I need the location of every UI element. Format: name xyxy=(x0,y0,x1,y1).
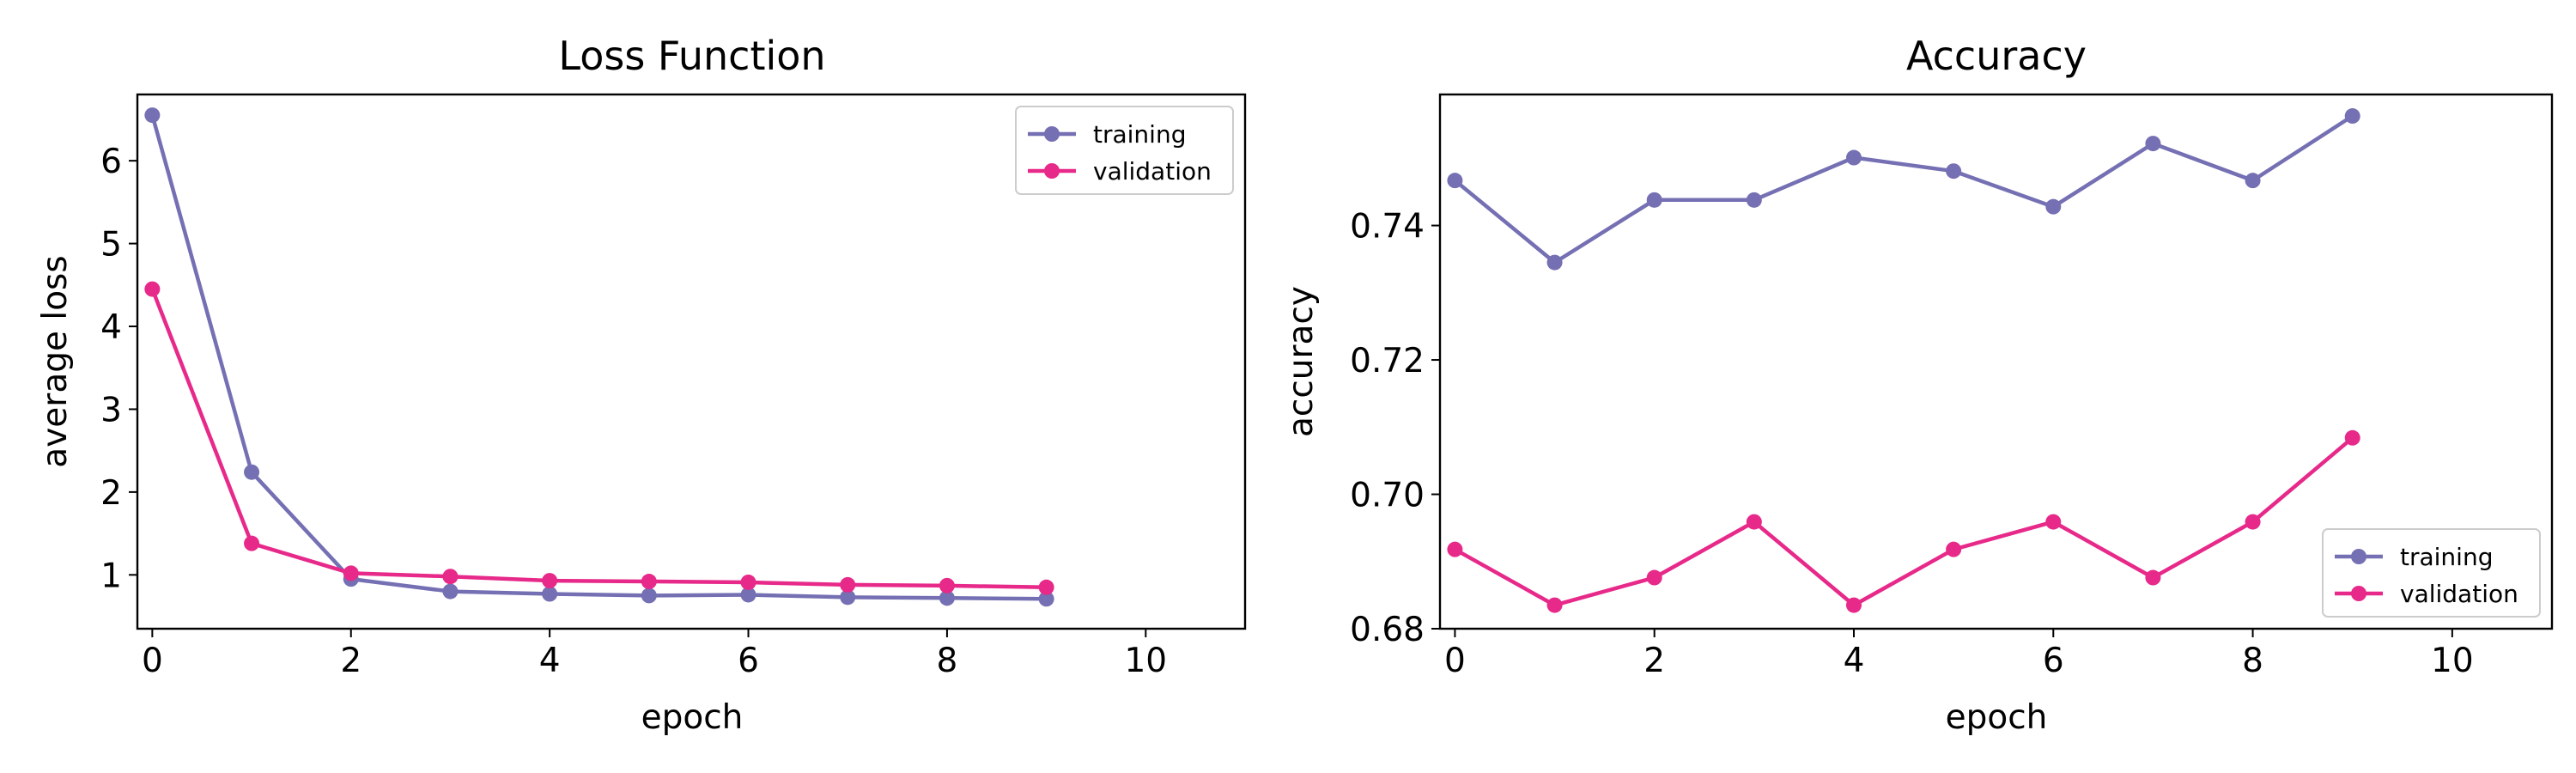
data-point-training xyxy=(939,590,955,606)
y-tick-label: 0.74 xyxy=(1350,208,1425,247)
y-tick-label: 2 xyxy=(100,474,122,513)
data-point-validation xyxy=(2045,514,2062,530)
data-point-training xyxy=(1946,163,1962,180)
x-tick-label: 2 xyxy=(340,642,361,680)
x-tick-label: 10 xyxy=(2431,642,2474,680)
y-tick-label: 0.68 xyxy=(1350,611,1425,649)
x-tick-label: 2 xyxy=(1643,642,1665,680)
legend-label: validation xyxy=(2400,580,2518,608)
y-axis-label: accuracy xyxy=(1282,286,1321,437)
data-point-validation xyxy=(442,569,459,585)
data-point-validation xyxy=(1447,541,1463,557)
accuracy-chart: Accuracy epoch accuracy 0 2 4 6 8 100.680.700… xyxy=(1282,33,2554,737)
x-tick-label: 0 xyxy=(1444,642,1466,680)
data-point-validation xyxy=(1845,597,1862,613)
legend-label: training xyxy=(2400,543,2493,571)
data-point-validation xyxy=(1038,579,1054,595)
y-tick-label: 4 xyxy=(100,308,122,347)
x-tick-label: 6 xyxy=(738,642,759,680)
x-axis-label: epoch xyxy=(1946,698,2048,737)
data-point-validation xyxy=(244,535,260,551)
data-point-validation xyxy=(1946,541,1962,557)
x-tick-label: 8 xyxy=(2242,642,2263,680)
data-point-validation xyxy=(2344,429,2360,446)
axes-frame xyxy=(1438,93,2554,630)
data-point-training xyxy=(1038,591,1054,607)
series-line-training xyxy=(150,113,1048,601)
data-point-validation xyxy=(740,574,756,590)
data-point-validation xyxy=(939,577,955,593)
y-tick-label: 1 xyxy=(100,557,122,595)
data-point-training xyxy=(641,587,657,604)
legend-swatch-marker xyxy=(1044,163,1060,179)
x-tick-label: 4 xyxy=(539,642,561,680)
y-tick-label: 0.70 xyxy=(1350,477,1425,515)
legend: training validation xyxy=(1015,106,1234,195)
legend-label: training xyxy=(1093,120,1186,149)
data-point-validation xyxy=(1746,514,1762,530)
y-axis-label: average loss xyxy=(36,255,75,467)
chart-title: Loss Function xyxy=(558,33,825,79)
legend-swatch-marker xyxy=(2351,549,2366,564)
x-tick-label: 0 xyxy=(142,642,163,680)
data-point-training xyxy=(1845,149,1862,166)
data-point-validation xyxy=(343,565,359,581)
data-point-training xyxy=(2344,108,2360,125)
data-point-training xyxy=(1546,254,1563,271)
data-point-validation xyxy=(1546,597,1563,613)
x-axis-label: epoch xyxy=(641,698,744,737)
data-point-training xyxy=(2145,136,2161,152)
y-tick-label: 3 xyxy=(100,391,122,429)
data-point-validation xyxy=(2145,569,2161,586)
data-point-validation xyxy=(840,576,856,593)
data-point-training xyxy=(1746,192,1762,208)
x-tick-label: 10 xyxy=(1124,642,1167,680)
data-point-training xyxy=(2245,173,2261,189)
x-tick-label: 8 xyxy=(937,642,958,680)
legend-swatch-marker xyxy=(2351,586,2366,601)
data-point-validation xyxy=(144,281,161,297)
data-point-training xyxy=(244,464,260,480)
data-point-training xyxy=(442,583,459,600)
loss-function-chart: Loss Function epoch average loss 0 2 4 6 8 10… xyxy=(36,33,1247,737)
data-point-training xyxy=(1447,173,1463,189)
series-line-validation xyxy=(150,287,1048,590)
data-point-training xyxy=(1646,192,1662,208)
legend-label: validation xyxy=(1093,157,1212,186)
chart-title: Accuracy xyxy=(1906,33,2087,79)
data-point-training xyxy=(840,589,856,606)
series-line-validation xyxy=(1453,435,2354,607)
data-point-validation xyxy=(2245,514,2261,530)
legend-swatch-marker xyxy=(1044,126,1060,142)
data-point-training xyxy=(740,587,756,603)
y-tick-label: 6 xyxy=(100,143,122,181)
axes-frame xyxy=(136,93,1247,630)
data-point-training xyxy=(542,586,558,602)
data-point-validation xyxy=(1646,569,1662,586)
series-line-training xyxy=(1453,113,2354,265)
data-point-training xyxy=(144,107,161,124)
x-tick-label: 6 xyxy=(2043,642,2064,680)
data-point-validation xyxy=(641,574,657,590)
y-tick-label: 5 xyxy=(100,226,122,265)
legend: training validation xyxy=(2322,528,2541,618)
plot-area: 0 2 4 6 8 10 0.68 0.70 0.72 0.74 training validatio… xyxy=(1350,93,2554,680)
data-point-training xyxy=(2045,198,2062,215)
x-tick-label: 4 xyxy=(1844,642,1865,680)
y-tick-label: 0.72 xyxy=(1350,342,1425,380)
data-point-validation xyxy=(542,573,558,589)
